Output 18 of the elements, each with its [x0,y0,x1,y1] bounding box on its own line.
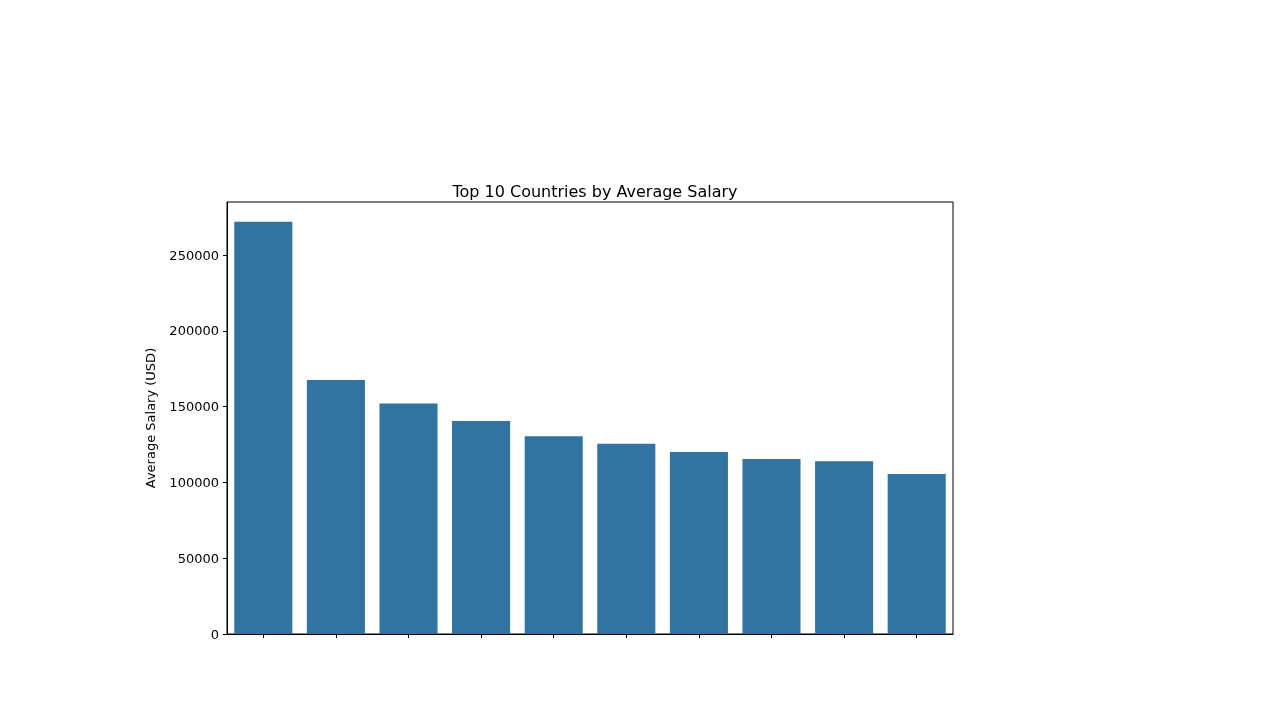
y-tick-label: 100000 [169,474,219,490]
chart-title: Top 10 Countries by Average Salary [451,181,738,201]
y-tick-label: 200000 [169,323,219,339]
y-tick-label: 50000 [177,550,219,566]
y-axis-title: Average Salary (USD) [143,347,158,489]
bar [452,421,511,634]
bar [306,380,365,634]
bar [379,403,438,634]
bar [669,452,728,634]
bar [234,221,293,634]
y-tick-label: 250000 [169,247,219,263]
bar [597,443,656,634]
bar [524,436,583,634]
bar [887,474,946,634]
bar [742,458,801,634]
y-tick-label: 150000 [169,399,219,415]
bar [815,461,874,634]
y-tick-label: 0 [210,626,219,642]
